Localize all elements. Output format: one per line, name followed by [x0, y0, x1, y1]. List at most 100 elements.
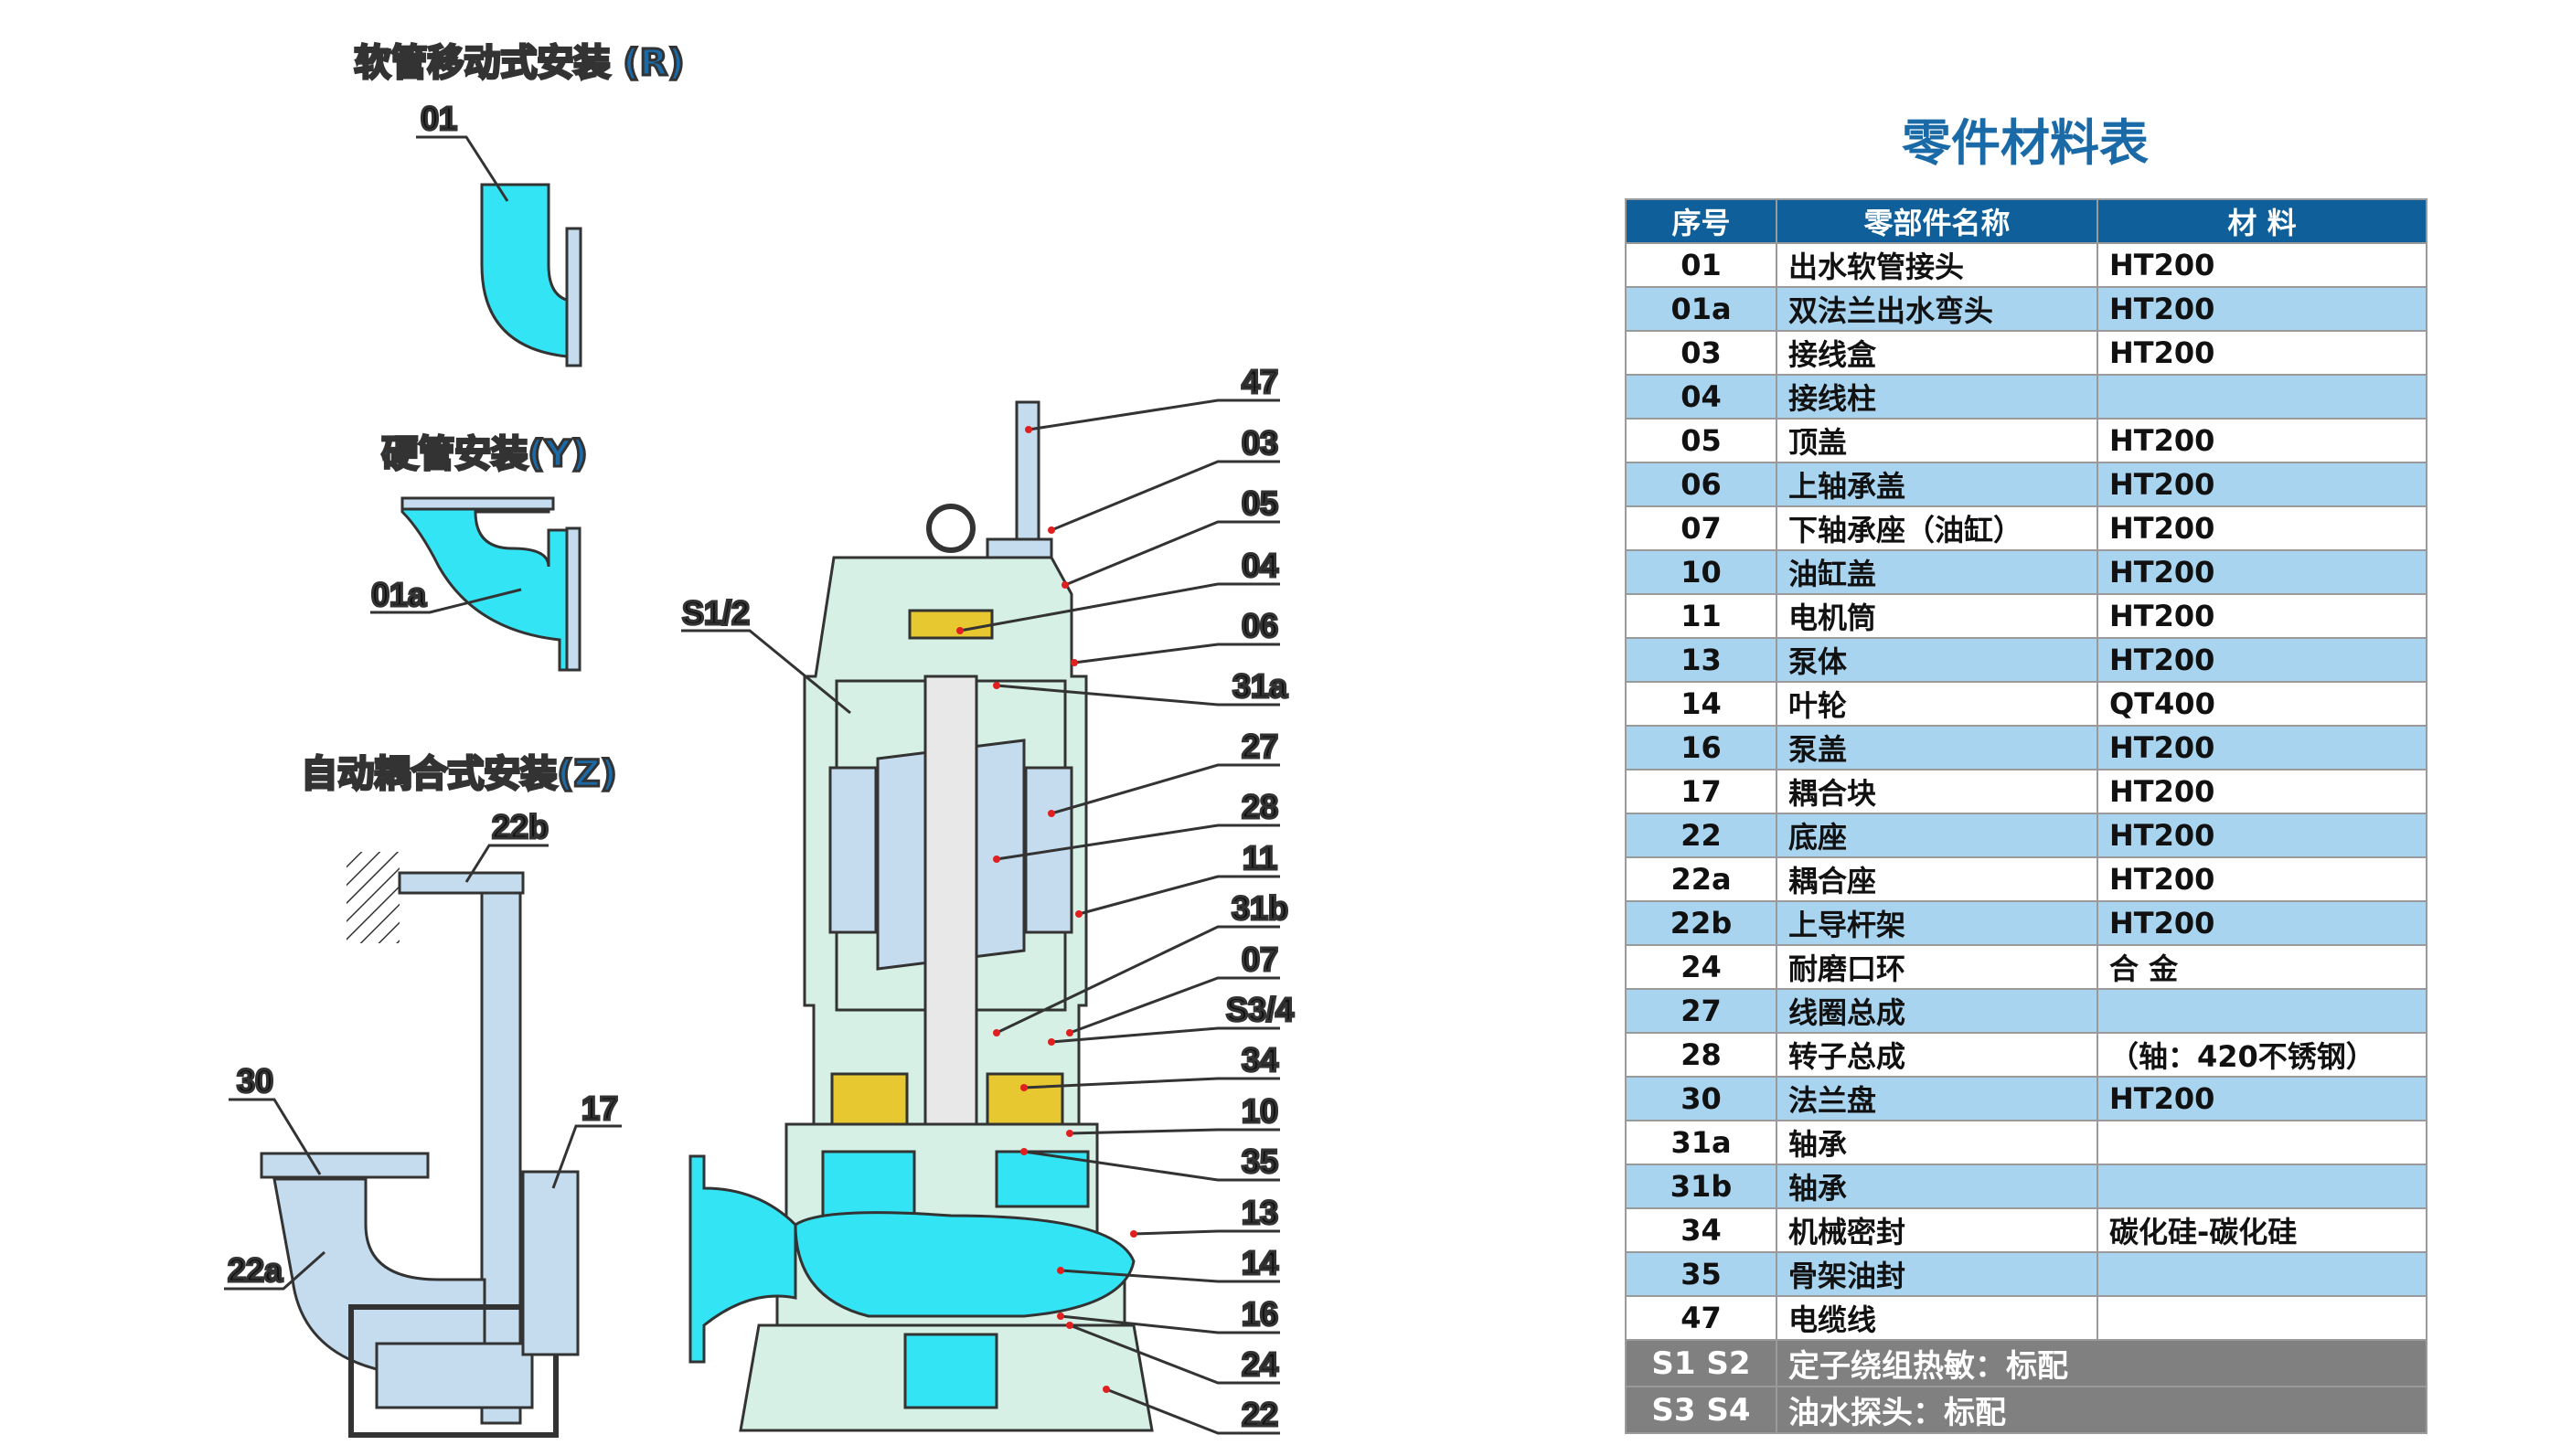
cell-sensor-note: 定子绕组热敏：标配: [1776, 1339, 2427, 1387]
cell-material: [2097, 1251, 2427, 1297]
cell-index: 28: [1625, 1032, 1777, 1078]
label-34: 34: [1242, 1041, 1278, 1079]
label-01a: 01a: [371, 576, 427, 613]
leader-dot: [1048, 810, 1055, 817]
leader-dot: [1066, 1322, 1073, 1329]
cell-index: 06: [1625, 462, 1777, 507]
leader-line: [1051, 763, 1280, 815]
cell-index: 47: [1625, 1295, 1777, 1341]
label-s3-4: S3/4: [1226, 991, 1294, 1028]
parts-material-table: 序号 零部件名称 材 料 01 出水软管接头 HT200 01a 双法兰出水弯头 HT20…: [1625, 198, 2427, 1434]
cell-index: 17: [1625, 769, 1777, 814]
cell-part-name: 轴承: [1776, 1164, 2098, 1209]
leader-dot: [1103, 1386, 1110, 1393]
cell-material: HT200: [2097, 900, 2427, 946]
table-row: 16 泵盖 HT200: [1625, 725, 2427, 771]
cell-part-name: 泵体: [1776, 637, 2098, 683]
cell-index: 01a: [1625, 286, 1777, 332]
leader-line: [1069, 1323, 1280, 1385]
leader-line: [996, 925, 1280, 1035]
cell-sensor-note: 油水探头：标配: [1776, 1386, 2427, 1434]
table-row: 28 转子总成 （轴：420不锈钢）: [1625, 1032, 2427, 1078]
cell-part-name: 顶盖: [1776, 418, 2098, 463]
leader-dot: [1075, 910, 1083, 918]
cell-index: 22: [1625, 813, 1777, 858]
cell-part-name: 接线柱: [1776, 374, 2098, 420]
leader-dot: [1130, 1230, 1137, 1238]
leader-line: [1051, 460, 1280, 532]
cell-part-name: 叶轮: [1776, 681, 2098, 727]
leader-line: [1023, 1077, 1280, 1089]
table-row: 14 叶轮 QT400: [1625, 681, 2427, 727]
cell-material: HT200: [2097, 505, 2427, 551]
leader-dot: [993, 682, 1000, 689]
cell-index: 30: [1625, 1076, 1777, 1121]
cell-part-name: 轴承: [1776, 1120, 2098, 1165]
cell-material: HT200: [2097, 549, 2427, 595]
table-row: 22a 耦合座 HT200: [1625, 856, 2427, 902]
leader-line: [1133, 1229, 1280, 1236]
label-22b: 22b: [492, 808, 549, 845]
leader-dot: [956, 627, 964, 634]
table-row: 27 线圈总成: [1625, 988, 2427, 1034]
label-01: 01: [421, 100, 457, 137]
sensor-note-row: S1 S2 定子绕组热敏：标配: [1625, 1339, 2427, 1387]
cell-sensor-code: S3 S4: [1625, 1386, 1777, 1434]
cell-part-name: 上导杆架: [1776, 900, 2098, 946]
cell-material: [2097, 1120, 2427, 1165]
cell-material: QT400: [2097, 681, 2427, 727]
cell-material: HT200: [2097, 1076, 2427, 1121]
leader-line: [1069, 1128, 1280, 1135]
leader-line: [1023, 1150, 1280, 1182]
cell-part-name: 双法兰出水弯头: [1776, 286, 2098, 332]
cell-material: HT200: [2097, 813, 2427, 858]
cell-index: 03: [1625, 330, 1777, 376]
cell-index: 11: [1625, 593, 1777, 639]
leader-line: [1078, 875, 1280, 916]
label-07: 07: [1242, 941, 1278, 978]
label-14: 14: [1242, 1244, 1278, 1281]
label-47: 47: [1242, 363, 1278, 400]
table-row: 22 底座 HT200: [1625, 813, 2427, 858]
hose-elbow: [480, 183, 582, 367]
label-s1-2: S1/2: [682, 594, 750, 632]
label-05: 05: [1242, 484, 1278, 522]
cell-index: 27: [1625, 988, 1777, 1034]
table-row: 31a 轴承: [1625, 1120, 2427, 1165]
header-material: 材 料: [2097, 198, 2427, 244]
label-17: 17: [581, 1089, 618, 1127]
label-30: 30: [237, 1062, 273, 1100]
cell-material: [2097, 374, 2427, 420]
table-title: 零件材料表: [1902, 114, 2149, 172]
leader-dot: [1048, 526, 1055, 534]
table-row: 22b 上导杆架 HT200: [1625, 900, 2427, 946]
leader-dot: [1057, 1313, 1064, 1320]
leader-dot: [1066, 1029, 1073, 1036]
cell-material: HT200: [2097, 593, 2427, 639]
cell-material: HT200: [2097, 462, 2427, 507]
cell-index: 22a: [1625, 856, 1777, 902]
leader-dot: [1020, 1084, 1028, 1091]
cell-index: 10: [1625, 549, 1777, 595]
cell-part-name: 油缸盖: [1776, 549, 2098, 595]
leader-dot: [1066, 1130, 1073, 1137]
label-31b: 31b: [1232, 889, 1288, 927]
table-row: 13 泵体 HT200: [1625, 637, 2427, 683]
rigid-elbow: [400, 496, 581, 672]
pump-cross-section: [688, 400, 1154, 1432]
cell-part-name: 底座: [1776, 813, 2098, 858]
cell-part-name: 法兰盘: [1776, 1076, 2098, 1121]
header-index: 序号: [1625, 198, 1777, 244]
cell-index: 31a: [1625, 1120, 1777, 1165]
cell-part-name: 耦合座: [1776, 856, 2098, 902]
cell-material: HT200: [2097, 286, 2427, 332]
cell-material: HT200: [2097, 856, 2427, 902]
cell-material: HT200: [2097, 330, 2427, 376]
leader-dot: [1020, 1148, 1028, 1155]
cell-part-name: 线圈总成: [1776, 988, 2098, 1034]
cell-part-name: 泵盖: [1776, 725, 2098, 771]
label-24: 24: [1242, 1345, 1278, 1383]
cell-part-name: 机械密封: [1776, 1207, 2098, 1253]
